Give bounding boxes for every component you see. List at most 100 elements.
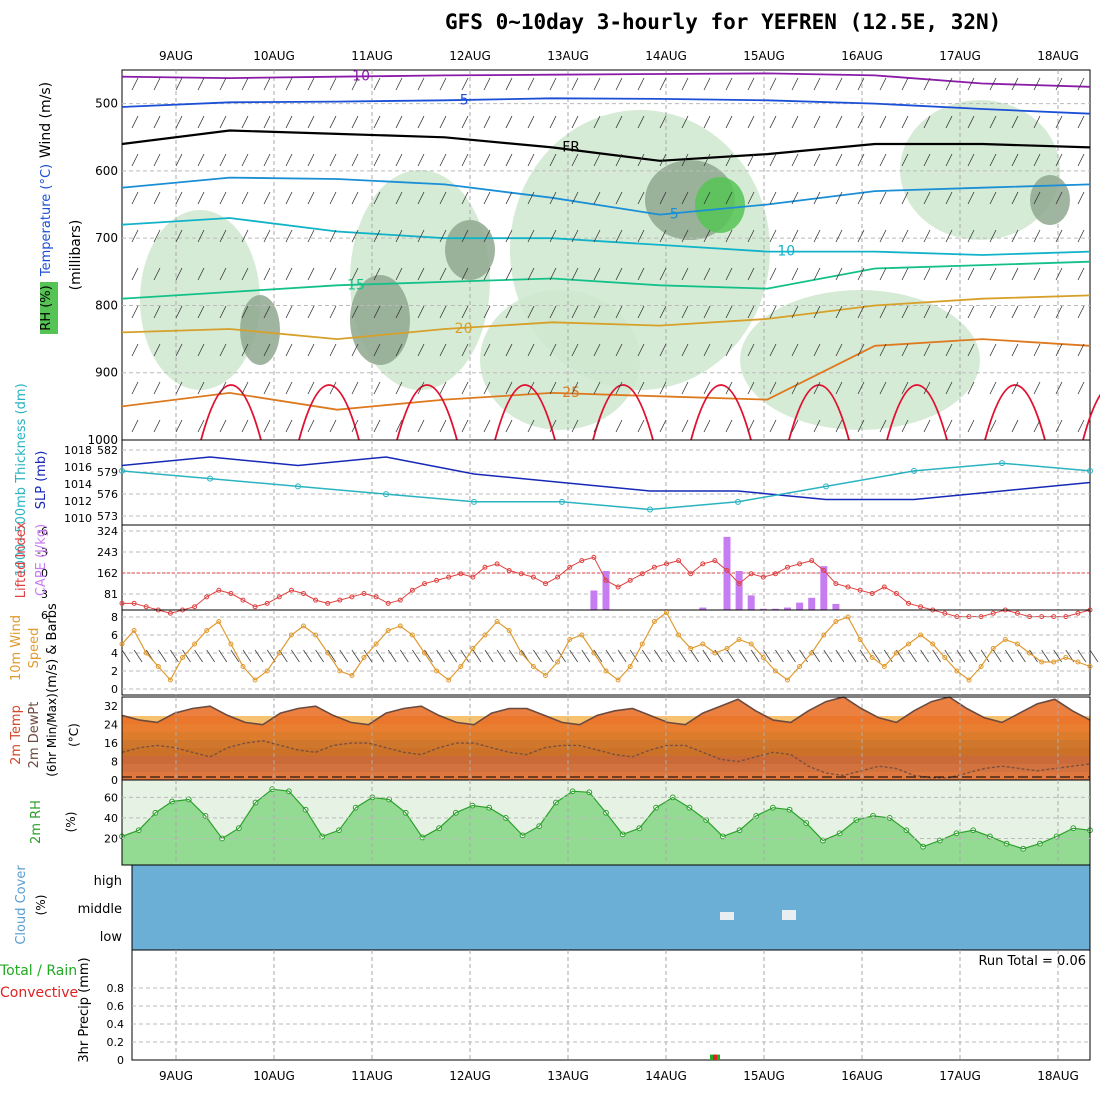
upper-barb-8-16 (483, 381, 491, 395)
wind-point-9 (228, 641, 234, 647)
cape-bar-58 (820, 566, 828, 610)
upper-barb-3-6 (263, 191, 271, 205)
upper-barb-9-38 (967, 419, 975, 433)
upper-barb-7-40 (1011, 343, 1019, 357)
upper-barb-3-1 (153, 191, 161, 205)
upper-barb-7-0 (131, 343, 139, 357)
li-point-66 (918, 604, 924, 610)
wind-barb-74 (1017, 649, 1026, 663)
upper-barb-6-42 (1055, 305, 1063, 319)
upper-barb-7-16 (483, 343, 491, 357)
wind-point-41 (615, 677, 621, 683)
upper-barb-2-10 (351, 153, 359, 167)
upper-barb-2-15 (461, 153, 469, 167)
upper-barb-5-25 (681, 267, 689, 281)
cape-bar-40 (602, 570, 610, 610)
upper-barb-3-16 (483, 191, 491, 205)
upper-barb-5-15 (461, 267, 469, 281)
upper-ytick-1: 600 (95, 164, 118, 178)
upper-barb-6-11 (373, 305, 381, 319)
date-label-top-5: 14AUG (645, 49, 687, 63)
li-point-68 (942, 610, 948, 616)
upper-barb-1-35 (901, 115, 909, 129)
li-point-8 (216, 587, 222, 593)
cape-bar-52 (747, 595, 755, 610)
upper-barb-9-18 (527, 419, 535, 433)
upper-barb-9-5 (241, 419, 249, 433)
wind-barb-46 (678, 649, 687, 663)
upper-barb-2-13 (417, 153, 425, 167)
upper-barb-7-10 (351, 343, 359, 357)
wind-point-35 (543, 673, 548, 678)
wind-barb-41 (617, 649, 627, 663)
upper-barb-0-32 (835, 77, 843, 91)
upper-barb-1-8 (307, 115, 315, 129)
wind-barb-25 (424, 649, 433, 663)
label-wind: Wind (m/s) (38, 82, 54, 158)
li-ytick-0: -6 (37, 525, 48, 538)
upper-barb-3-3 (197, 191, 205, 205)
upper-barb-1-33 (857, 115, 865, 129)
upper-barb-4-33 (857, 229, 865, 243)
upper-barb-7-23 (637, 343, 645, 357)
wind-barb-76 (1041, 649, 1050, 663)
upper-ytick-5: 1000 (87, 433, 118, 447)
upper-barb-2-14 (439, 153, 447, 167)
label-precip-conv: Convective (0, 985, 78, 1001)
wind-barb-24 (412, 649, 421, 663)
upper-barb-6-33 (857, 305, 865, 319)
upper-barb-3-24 (659, 191, 667, 205)
upper-barb-8-40 (1011, 381, 1019, 395)
upper-barb-9-41 (1033, 419, 1041, 433)
wind-ytick-0: 0 (111, 683, 118, 696)
upper-barb-7-26 (703, 343, 711, 357)
upper-barb-8-17 (505, 381, 513, 395)
upper-barb-0-16 (483, 77, 491, 91)
upper-barb-5-37 (945, 267, 953, 281)
wind-barb-35 (545, 649, 554, 663)
upper-barb-5-12 (395, 267, 403, 281)
wind-barb-40 (605, 649, 615, 663)
li-point-45 (664, 561, 669, 567)
li-point-7 (204, 594, 210, 600)
wind-point-63 (881, 664, 887, 669)
upper-barb-6-24 (659, 305, 667, 319)
upper-barb-4-17 (505, 229, 513, 243)
wind-point-3 (155, 664, 161, 669)
upper-barb-1-21 (593, 115, 601, 129)
upper-barb-5-34 (879, 267, 887, 281)
upper-barb-1-0 (131, 115, 139, 129)
upper-barb-7-37 (945, 343, 953, 357)
upper-barb-7-20 (571, 343, 579, 357)
upper-barb-6-35 (901, 305, 909, 319)
upper-barb-1-22 (615, 115, 623, 129)
upper-barb-4-15 (461, 229, 469, 243)
label-cloud: Cloud Cover (14, 865, 29, 945)
wind-barb-15 (303, 649, 312, 663)
isotherm-0 (121, 72, 1091, 88)
wind-point-6 (192, 641, 198, 647)
upper-barb-7-18 (527, 343, 535, 357)
upper-barb-6-12 (395, 305, 403, 319)
wind-point-36 (555, 659, 561, 665)
upper-barb-3-23 (637, 191, 645, 205)
upper-ytick-0: 500 (95, 97, 118, 111)
date-label-bottom-9: 18AUG (1037, 1069, 1079, 1083)
wind-point-4 (167, 677, 173, 683)
upper-barb-2-40 (1011, 153, 1019, 167)
wind-barb-22 (387, 649, 397, 663)
upper-barb-9-8 (307, 419, 315, 433)
upper-barb-4-0 (131, 229, 139, 243)
upper-barb-1-16 (483, 115, 491, 129)
rh-shade-6 (350, 275, 410, 365)
upper-barb-1-19 (549, 115, 557, 129)
li-point-2 (143, 604, 149, 610)
upper-barb-3-8 (307, 191, 315, 205)
upper-barb-1-26 (703, 115, 711, 129)
upper-barb-3-2 (175, 191, 183, 205)
wind-point-26 (434, 668, 440, 674)
upper-barb-0-37 (945, 77, 953, 91)
wind-point-53 (760, 655, 766, 660)
upper-barb-2-8 (307, 153, 315, 167)
wind-line (121, 611, 1091, 682)
